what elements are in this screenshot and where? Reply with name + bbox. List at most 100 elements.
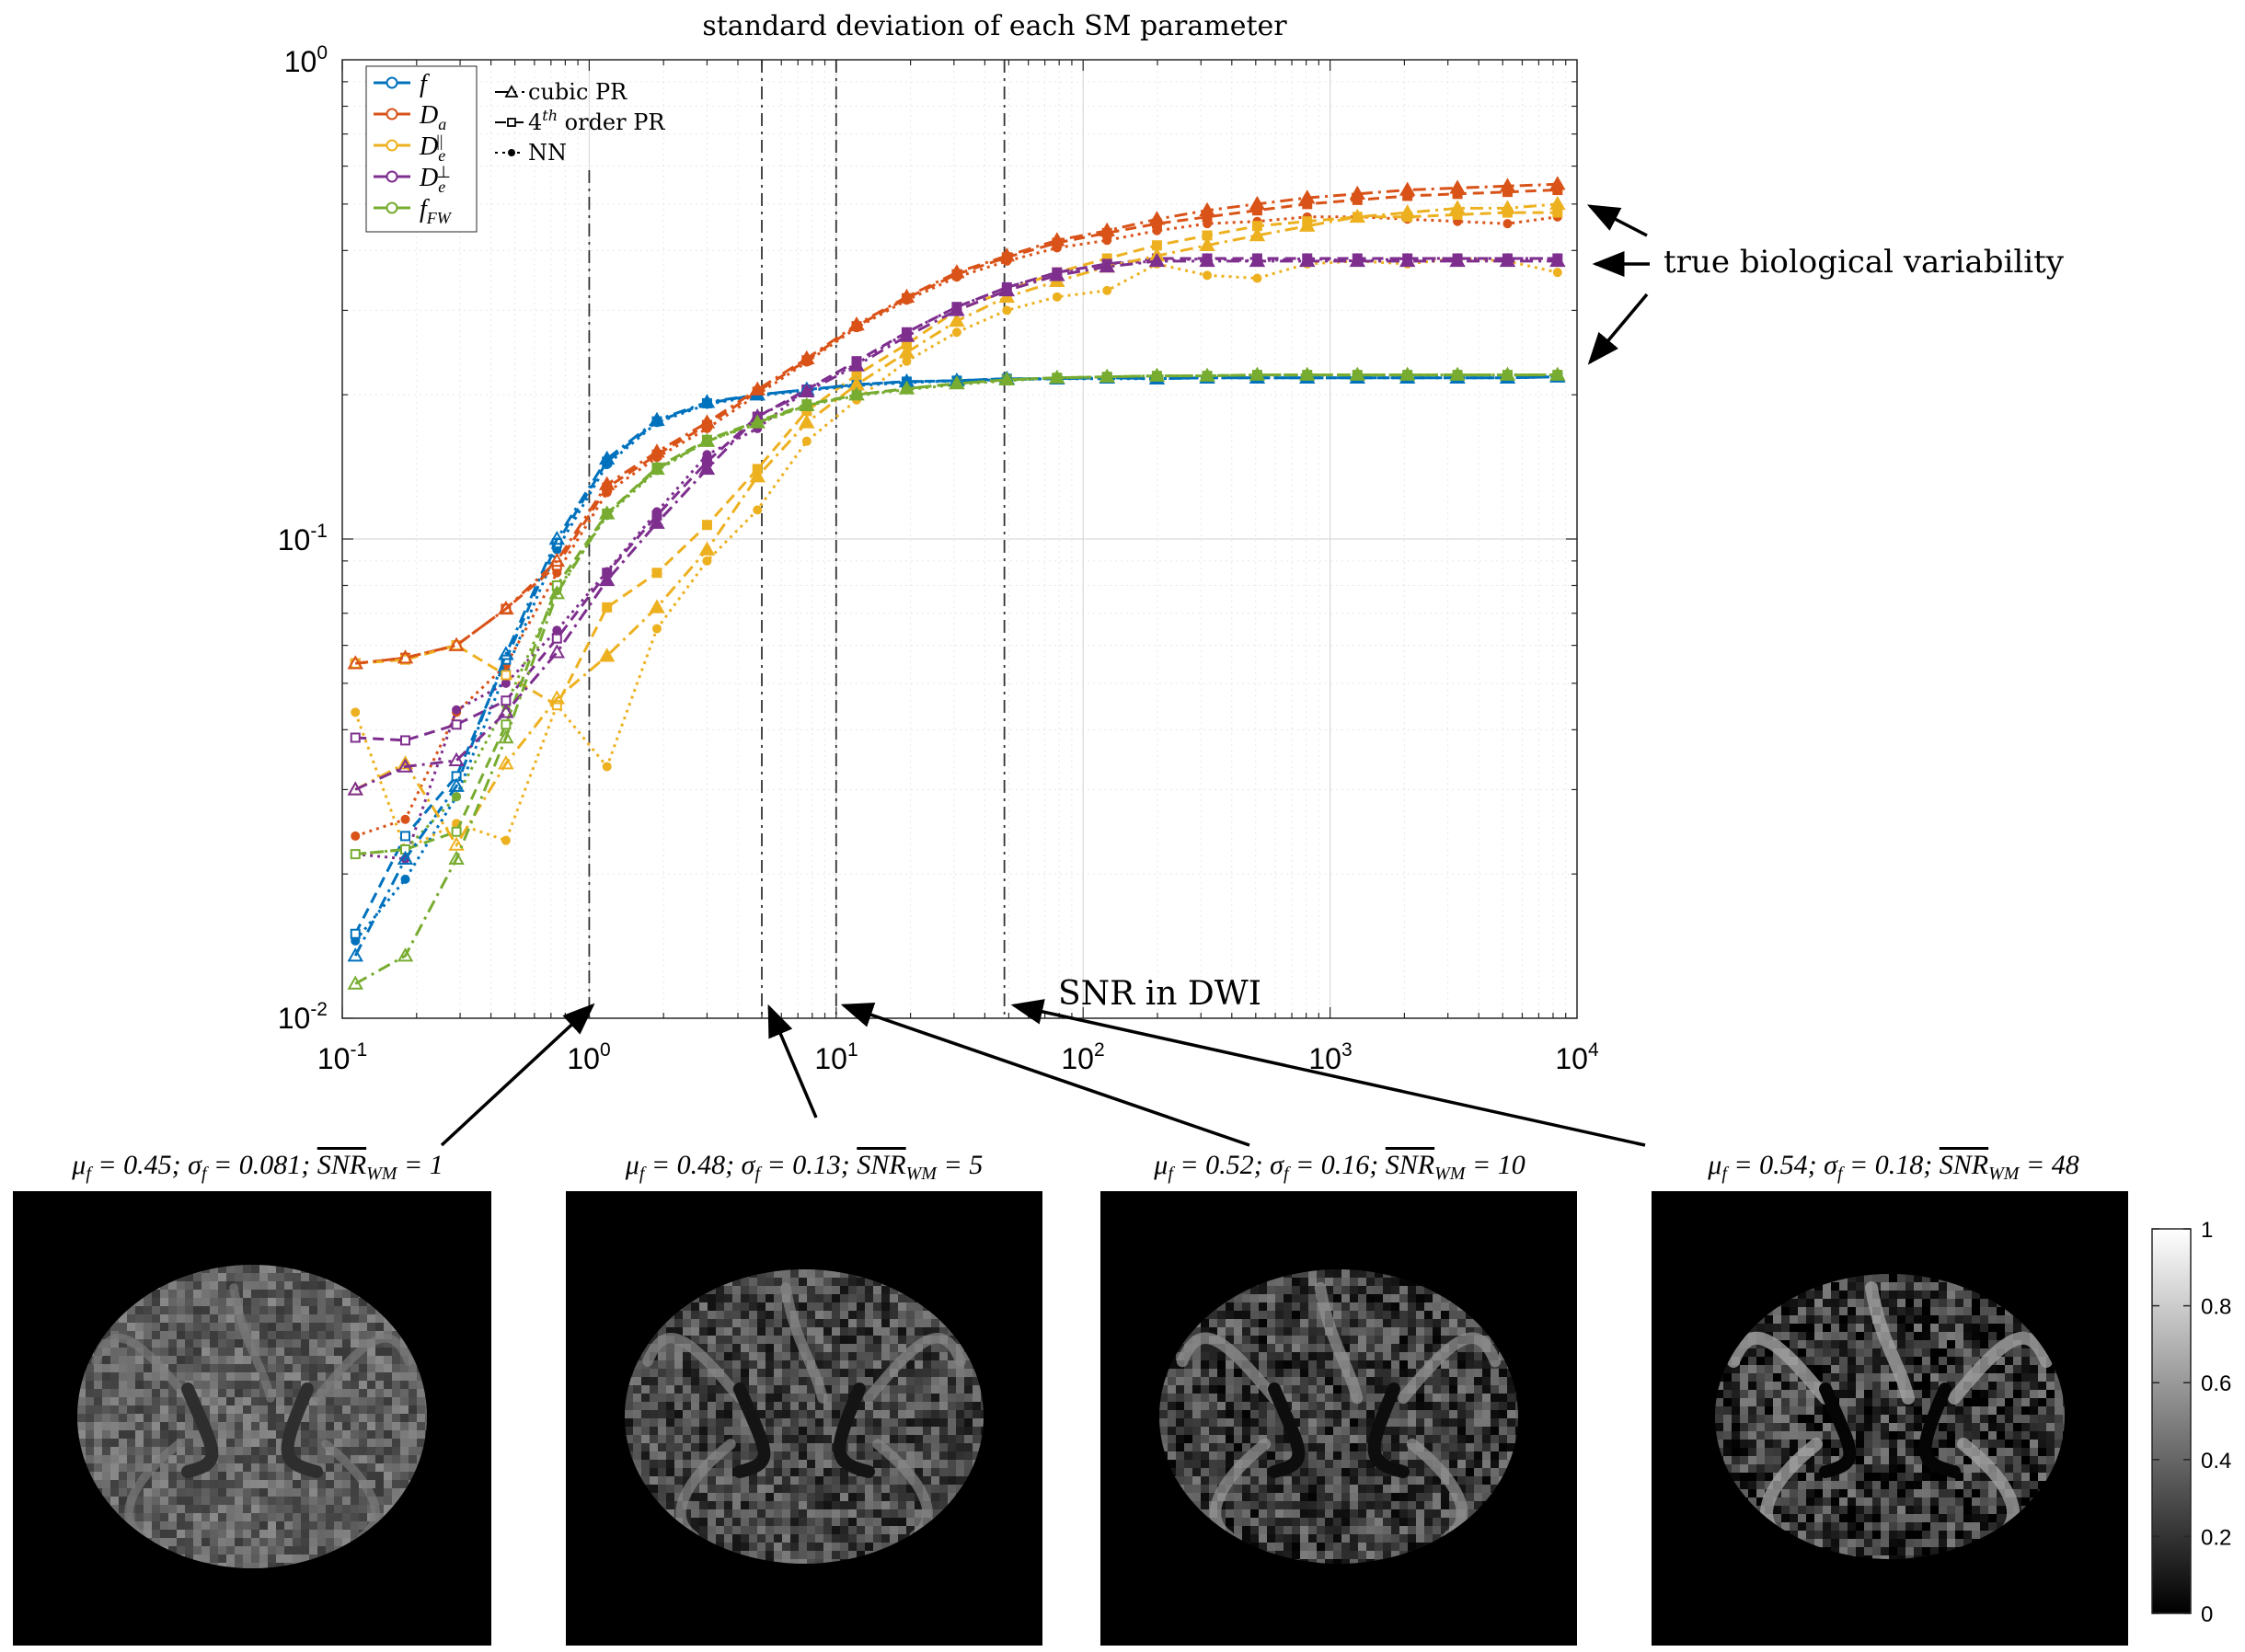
brain-voxel <box>799 1460 807 1468</box>
brain-voxel <box>119 1323 127 1331</box>
brain-voxel <box>865 1278 873 1286</box>
brain-voxel <box>1441 1319 1449 1327</box>
brain-voxel <box>127 1348 135 1356</box>
brain-voxel <box>683 1319 691 1327</box>
brain-voxel <box>268 1281 276 1290</box>
brain-voxel <box>409 1472 417 1480</box>
brain-voxel <box>1399 1418 1408 1427</box>
x-tick-labels: 10-1 100 101 102 103 104 <box>317 1039 1599 1075</box>
brain-voxel <box>699 1311 708 1319</box>
brain-voxel <box>1284 1302 1292 1311</box>
brain-voxel <box>881 1485 890 1493</box>
brain-voxel <box>1408 1410 1416 1418</box>
brain-voxel <box>284 1273 293 1281</box>
brain-voxel <box>1325 1476 1333 1485</box>
brain-voxel <box>774 1311 782 1319</box>
brain-voxel <box>790 1402 799 1410</box>
brain-voxel <box>973 1377 981 1385</box>
brain-voxel <box>1275 1278 1284 1286</box>
brain-voxel <box>666 1344 674 1352</box>
brain-voxel <box>1267 1344 1275 1352</box>
brain-voxel <box>1267 1327 1275 1336</box>
brain-voxel <box>732 1336 741 1344</box>
brain-voxel <box>268 1265 276 1273</box>
brain-voxel <box>766 1435 774 1443</box>
brain-voxel <box>317 1339 326 1348</box>
brain-voxel <box>351 1314 359 1323</box>
brain-voxel <box>840 1518 848 1526</box>
brain-voxel <box>1449 1402 1457 1410</box>
brain-voxel <box>259 1563 268 1568</box>
brain-voxel <box>392 1331 400 1339</box>
brain-voxel <box>840 1286 848 1294</box>
brain-voxel <box>1375 1377 1383 1385</box>
brain-voxel <box>625 1418 633 1427</box>
brain-voxel <box>857 1344 865 1352</box>
brain-voxel <box>939 1476 948 1485</box>
brain-voxel <box>931 1410 939 1418</box>
brain-voxel <box>799 1485 807 1493</box>
brain-voxel <box>890 1402 898 1410</box>
brain-voxel <box>732 1435 741 1443</box>
brain-voxel <box>201 1472 210 1480</box>
brain-voxel <box>110 1488 119 1497</box>
brain-voxel <box>815 1559 823 1564</box>
brain-voxel <box>1292 1278 1300 1286</box>
brain-voxel <box>1375 1402 1383 1410</box>
brain-voxel <box>144 1397 152 1405</box>
brain-voxel <box>674 1435 683 1443</box>
brain-voxel <box>268 1422 276 1430</box>
brain-voxel <box>400 1430 409 1439</box>
brain-voxel <box>683 1427 691 1435</box>
brain-voxel <box>1308 1435 1317 1443</box>
brain-voxel <box>1234 1302 1242 1311</box>
brain-voxel <box>1457 1360 1466 1369</box>
brain-voxel <box>1416 1302 1424 1311</box>
brain-voxel <box>832 1319 840 1327</box>
brain-voxel <box>774 1427 782 1435</box>
brain-voxel <box>102 1414 110 1422</box>
brain-voxel <box>119 1314 127 1323</box>
brain-voxel <box>251 1472 259 1480</box>
brain-voxel <box>359 1314 367 1323</box>
brain-voxel <box>774 1476 782 1485</box>
brain-voxel <box>367 1472 375 1480</box>
brain-voxel <box>400 1397 409 1405</box>
brain-voxel <box>152 1348 160 1356</box>
brain-voxel <box>708 1319 716 1327</box>
brain-voxel <box>716 1336 724 1344</box>
brain-voxel <box>1250 1294 1259 1302</box>
arrow-snr-5 <box>767 1004 818 1119</box>
brain-voxel <box>956 1385 964 1394</box>
brain-voxel <box>400 1455 409 1463</box>
brain-voxel <box>226 1331 235 1339</box>
brain-voxel <box>683 1509 691 1518</box>
brain-voxel <box>848 1518 857 1526</box>
brain-voxel <box>666 1509 674 1518</box>
data-point <box>498 728 514 744</box>
brain-voxel <box>716 1385 724 1394</box>
brain-voxel <box>732 1518 741 1526</box>
brain-voxel <box>160 1505 168 1513</box>
brain-voxel <box>823 1418 832 1427</box>
brain-voxel <box>732 1509 741 1518</box>
brain-voxel <box>873 1485 881 1493</box>
brain-voxel <box>1250 1385 1259 1394</box>
brain-voxel <box>1250 1352 1259 1360</box>
brain-voxel <box>625 1443 633 1451</box>
brain-voxel <box>218 1356 226 1364</box>
brain-voxel <box>1383 1451 1391 1460</box>
brain-voxel <box>716 1311 724 1319</box>
brain-voxel <box>857 1543 865 1551</box>
brain-voxel <box>1317 1344 1325 1352</box>
brain-voxel <box>135 1447 144 1455</box>
brain-voxel <box>193 1472 201 1480</box>
brain-voxel <box>326 1389 334 1397</box>
brain-voxel <box>890 1518 898 1526</box>
brain-voxel <box>86 1389 94 1397</box>
brain-voxel <box>848 1443 857 1451</box>
brain-voxel <box>873 1352 881 1360</box>
brain-voxel <box>392 1348 400 1356</box>
brain-voxel <box>1201 1385 1209 1394</box>
brain-voxel <box>1300 1435 1308 1443</box>
